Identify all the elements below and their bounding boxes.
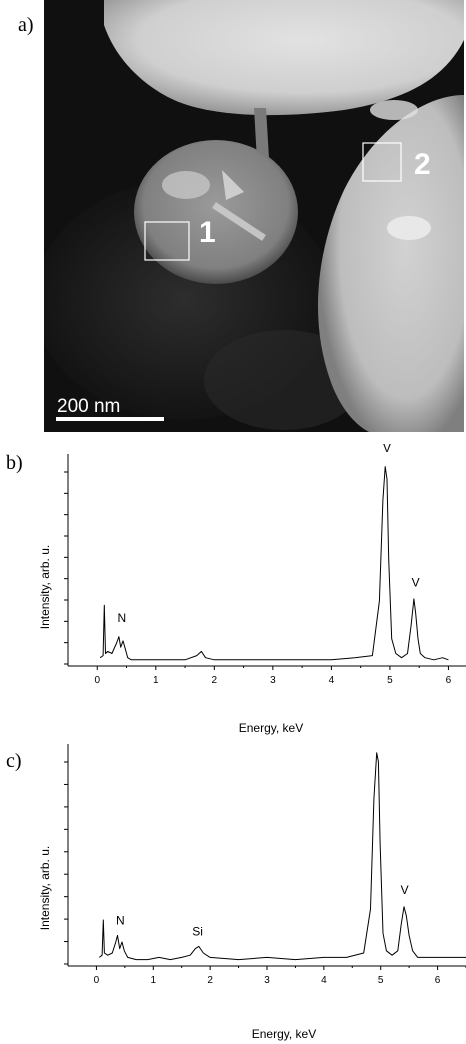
panel-label-b: b) xyxy=(6,452,23,474)
x-tick-label: 2 xyxy=(212,675,218,686)
x-tick-label: 1 xyxy=(151,975,157,986)
region-box-1 xyxy=(144,221,190,261)
scale-bar xyxy=(56,417,164,421)
particle-1-rod xyxy=(212,202,266,241)
peak-label: V xyxy=(412,575,420,589)
peak-label: Si xyxy=(192,925,203,939)
x-tick-label: 3 xyxy=(264,975,270,986)
scale-bar-label: 200 nm xyxy=(57,396,120,417)
series-line xyxy=(99,466,449,661)
eds-spectrum-b: Intensity, arb. u. Energy, keV 0 1 2 3 4 5 6 N V… xyxy=(38,444,466,735)
peak-label: N xyxy=(118,611,127,625)
x-tick-label: 0 xyxy=(94,675,100,686)
peak-label: V xyxy=(401,883,409,897)
x-tick-label: 3 xyxy=(270,675,276,686)
peak-label: V xyxy=(383,444,391,455)
eds-spectrum-c: Intensity, arb. u. Energy, keV 0 1 2 3 4 5 6 N S… xyxy=(38,744,466,1041)
x-tick-label: 4 xyxy=(321,975,327,986)
panel-label-a: a) xyxy=(18,14,34,36)
region-label-1: 1 xyxy=(199,216,216,249)
bright-patch-2 xyxy=(370,100,418,120)
x-tick-label: 4 xyxy=(329,675,335,686)
series-line xyxy=(98,752,466,961)
region-box-2 xyxy=(362,142,402,182)
large-particle-top xyxy=(104,0,464,116)
chart-c-ylabel: Intensity, arb. u. xyxy=(38,846,52,931)
x-tick-label: 0 xyxy=(94,975,100,986)
particle-1-bright-facet xyxy=(222,170,244,200)
x-tick-label: 5 xyxy=(387,675,393,686)
bright-patch-1 xyxy=(387,216,431,240)
peak-label: V xyxy=(374,744,382,745)
tem-micrograph: 1 2 200 nm xyxy=(44,0,464,432)
chart-c-xlabel: Energy, keV xyxy=(252,1027,316,1041)
x-tick-label: 6 xyxy=(435,975,441,986)
particle-1 xyxy=(134,140,298,284)
chart-b-ylabel: Intensity, arb. u. xyxy=(38,545,52,630)
large-particle-right xyxy=(317,95,464,432)
peak-label: N xyxy=(116,914,125,928)
chart-b-xlabel: Energy, keV xyxy=(239,721,303,735)
x-tick-label: 2 xyxy=(207,975,213,986)
particle-1-bright-area xyxy=(162,171,210,199)
panel-label-c: c) xyxy=(6,750,22,772)
region-label-2: 2 xyxy=(414,148,431,181)
x-tick-label: 6 xyxy=(446,675,452,686)
x-tick-label: 5 xyxy=(378,975,384,986)
x-tick-label: 1 xyxy=(153,675,159,686)
